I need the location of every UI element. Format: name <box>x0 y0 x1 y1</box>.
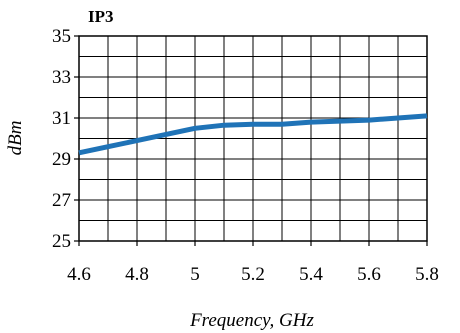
x-tick-label: 5.6 <box>357 264 381 285</box>
series-line-0 <box>78 113 428 156</box>
y-tick-label: 35 <box>52 26 71 47</box>
y-tick-label: 27 <box>52 190 71 211</box>
grid <box>79 36 427 241</box>
x-axis-title: Frequency, GHz <box>189 310 314 331</box>
chart-title: IP3 <box>88 7 114 26</box>
y-tick-label: 29 <box>52 149 71 170</box>
x-tick-label: 5.4 <box>299 264 323 285</box>
y-tick-label: 33 <box>52 67 71 88</box>
y-axis-title: dBm <box>5 121 26 156</box>
y-tick-label: 25 <box>52 231 71 252</box>
x-tick-label: 4.6 <box>67 264 91 285</box>
x-tick-label: 4.8 <box>125 264 149 285</box>
x-tick-label: 5.8 <box>415 264 439 285</box>
x-tick-label: 5 <box>190 264 200 285</box>
series-group <box>78 113 428 156</box>
x-axis-ticks: 4.6 4.8 5 5.2 5.4 5.6 5.8 <box>67 241 439 285</box>
x-tick-label: 5.2 <box>241 264 265 285</box>
y-tick-label: 31 <box>52 108 71 129</box>
y-axis-ticks: 25 27 29 31 33 35 <box>52 26 79 252</box>
